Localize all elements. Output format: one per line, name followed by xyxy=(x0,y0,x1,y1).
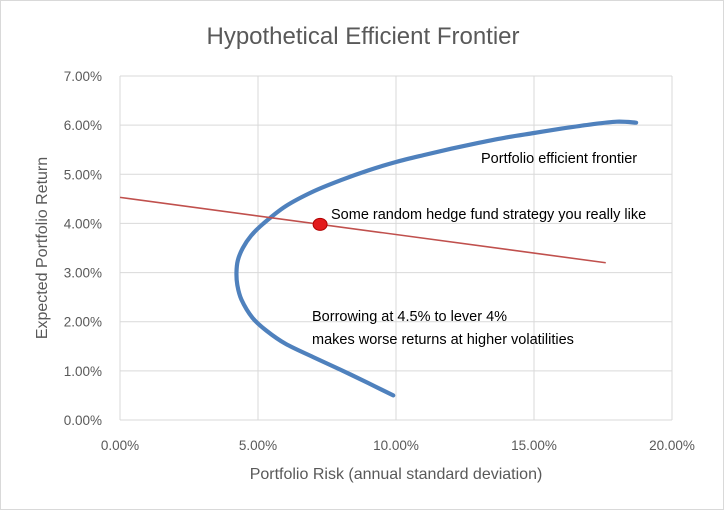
y-tick-label: 5.00% xyxy=(64,167,102,182)
x-tick-label: 10.00% xyxy=(373,438,419,453)
y-tick-label: 6.00% xyxy=(64,118,102,133)
borrowing-series-line xyxy=(119,196,606,264)
gridlines-group xyxy=(119,75,673,421)
series-group xyxy=(119,119,639,398)
y-tick-label: 3.00% xyxy=(64,266,102,281)
borrowing-label-line2: makes worse returns at higher volatiliti… xyxy=(312,332,574,348)
tick-labels-group: 0.00% 5.00% 10.00% 15.00% 20.00% 0.00% 1.00% 2.… xyxy=(64,69,695,453)
frontier-series-line xyxy=(234,119,639,398)
x-axis-title: Portfolio Risk (annual standard deviatio… xyxy=(250,466,543,483)
y-tick-label: 1.00% xyxy=(64,364,102,379)
chart-title: Hypothetical Efficient Frontier xyxy=(206,23,519,50)
frontier-label: Portfolio efficient frontier xyxy=(481,151,637,167)
axes-group xyxy=(119,76,672,421)
y-axis-title: Expected Portfolio Return xyxy=(34,157,51,339)
y-tick-label: 2.00% xyxy=(64,315,102,330)
y-tick-label: 0.00% xyxy=(64,413,102,428)
hedge-fund-label: Some random hedge fund strategy you real… xyxy=(331,207,646,223)
y-tick-label: 4.00% xyxy=(64,216,102,231)
y-tick-label: 7.00% xyxy=(64,69,102,84)
hedge-fund-point xyxy=(312,217,328,231)
x-tick-label: 20.00% xyxy=(649,438,695,453)
borrowing-label-line1: Borrowing at 4.5% to lever 4% xyxy=(312,309,507,325)
x-tick-label: 0.00% xyxy=(101,438,139,453)
x-tick-label: 15.00% xyxy=(511,438,557,453)
x-tick-label: 5.00% xyxy=(239,438,277,453)
